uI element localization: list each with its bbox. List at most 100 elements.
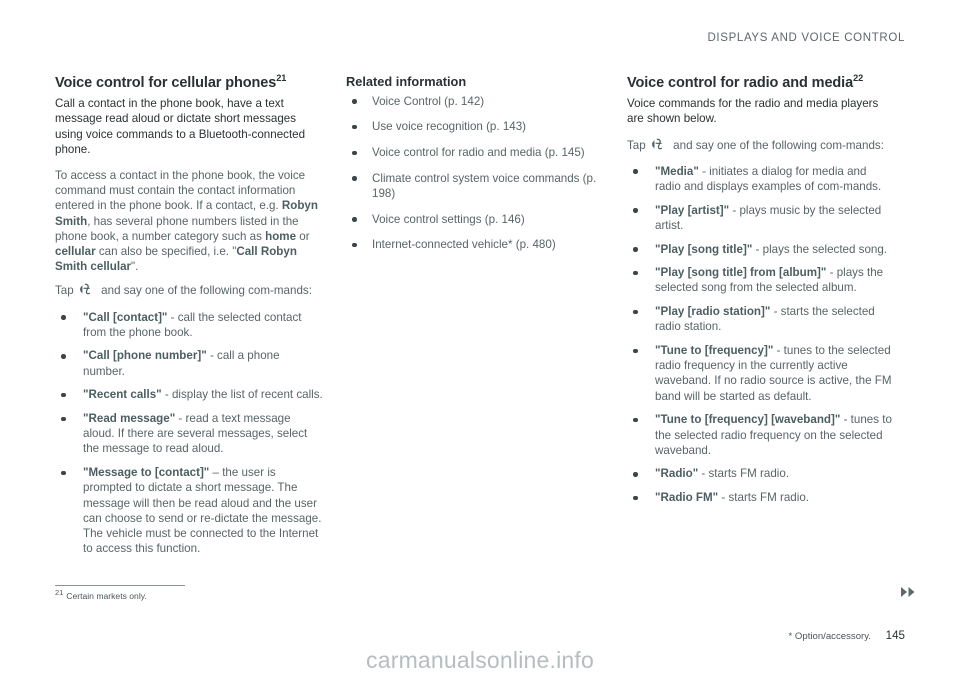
list-item[interactable]: Voice control for radio and media (p. 14… <box>346 145 604 160</box>
col1-body-paragraph: To access a contact in the phone book, t… <box>55 168 323 274</box>
footnote-block: 21 Certain markets only. <box>55 585 325 602</box>
command-label: "Play [song title]" <box>655 242 753 256</box>
command-label: "Tune to [frequency] [waveband]" <box>655 413 841 427</box>
command-description: - starts FM radio. <box>698 467 790 481</box>
command-label: "Media" <box>655 164 699 178</box>
list-item: "Radio" - starts FM radio. <box>627 466 895 481</box>
col3-lead-paragraph: Voice commands for the radio and media p… <box>627 97 879 126</box>
page-footer: * Option/accessory. 145 <box>789 629 906 642</box>
command-description: - plays music by the selected artist. <box>655 203 882 232</box>
list-item: "Call [phone number]" - call a phone num… <box>55 348 323 378</box>
related-information-title: Related information <box>346 74 467 89</box>
command-description: – the user is prompted to dictate a shor… <box>83 466 322 556</box>
list-item: "Play [radio station]" - starts the sele… <box>627 304 895 334</box>
command-label: "Read message" <box>83 412 176 426</box>
command-label: "Play [radio station]" <box>655 305 771 319</box>
related-link[interactable]: Climate control system voice commands (p… <box>372 171 597 200</box>
col1-title-footnote-ref: 21 <box>276 73 287 84</box>
command-label: "Recent calls" <box>83 388 162 402</box>
double-chevron-right-icon[interactable] <box>898 586 918 598</box>
command-description: - tunes to the selected radio frequency … <box>655 344 892 403</box>
contact-name-term: Robyn Smith <box>55 199 318 228</box>
list-item: "Tune to [frequency]" - tunes to the sel… <box>627 343 895 404</box>
col3-title-footnote-ref: 22 <box>853 73 864 84</box>
command-description: - read a text message aloud. If there ar… <box>83 412 308 456</box>
column-related-information: Related information Voice Control (p. 14… <box>346 74 604 565</box>
col1-tap-instruction: Tap and say one of the following com-man… <box>55 283 323 298</box>
list-item[interactable]: Use voice recognition (p. 143) <box>346 119 604 134</box>
col1-tap-suffix: and say one of the following com-mands: <box>101 284 312 298</box>
page-number: 145 <box>885 629 905 642</box>
command-label: "Play [artist]" <box>655 203 730 217</box>
command-label: "Call [contact]" <box>83 310 168 324</box>
related-link[interactable]: Voice control settings (p. 146) <box>372 212 525 226</box>
command-label: "Play [song title] from [album]" <box>655 266 827 280</box>
list-item[interactable]: Internet-connected vehicle* (p. 480) <box>346 237 604 252</box>
list-item: "Read message" - read a text message alo… <box>55 411 323 457</box>
command-description: - plays the selected song from the selec… <box>655 266 884 295</box>
list-item: "Tune to [frequency] [waveband]" - tunes… <box>627 412 895 458</box>
example-command-term: Call Robyn Smith cellular <box>55 244 297 274</box>
command-label: "Radio FM" <box>655 491 719 505</box>
list-item: "Recent calls" - display the list of rec… <box>55 387 323 402</box>
command-label: "Message to [contact]" <box>83 466 210 480</box>
footnote-number: 21 <box>55 588 64 598</box>
list-item: "Play [song title] from [album]" - plays… <box>627 265 895 295</box>
command-label: "Radio" <box>655 467 699 481</box>
related-information-list: Voice Control (p. 142) Use voice recogni… <box>346 94 604 253</box>
related-link[interactable]: Voice control for radio and media (p. 14… <box>372 146 585 160</box>
col3-section-title: Voice control for radio and media22 <box>627 74 895 92</box>
command-description: - tunes to the selected radio frequency … <box>655 413 892 457</box>
command-description: - starts FM radio. <box>718 491 810 505</box>
col1-title-text: Voice control for cellular phones <box>55 75 277 91</box>
list-item[interactable]: Voice control settings (p. 146) <box>346 212 604 227</box>
list-item: "Call [contact]" - call the selected con… <box>55 310 323 340</box>
list-item[interactable]: Climate control system voice commands (p… <box>346 171 604 201</box>
cellular-category-term: cellular <box>55 244 96 258</box>
list-item: "Media" - initiates a dialog for media a… <box>627 164 895 194</box>
list-item: "Radio FM" - starts FM radio. <box>627 490 895 505</box>
related-link[interactable]: Internet-connected vehicle* (p. 480) <box>372 238 556 252</box>
col1-para-part-e: or <box>296 229 310 243</box>
footnote-item: 21 Certain markets only. <box>55 588 325 602</box>
list-item: "Play [song title]" - plays the selected… <box>627 242 895 257</box>
col1-para-part-g: can also be specified, i.e. " <box>95 244 237 258</box>
related-link[interactable]: Use voice recognition (p. 143) <box>372 120 527 134</box>
running-header-title: DISPLAYS AND VOICE CONTROL <box>707 32 905 44</box>
col1-para-part-c: , has several phone numbers listed in th… <box>55 214 299 243</box>
voice-command-icon <box>651 138 668 151</box>
footnote-text: Certain markets only. <box>66 591 147 601</box>
command-label: "Call [phone number]" <box>83 349 207 363</box>
list-item[interactable]: Voice Control (p. 142) <box>346 94 604 109</box>
col1-lead-paragraph: Call a contact in the phone book, have a… <box>55 97 306 156</box>
list-item: "Play [artist]" - plays music by the sel… <box>627 203 895 233</box>
command-description: - display the list of recent calls. <box>161 388 323 402</box>
col1-para-part-a: To access a contact in the phone book, t… <box>55 168 306 213</box>
list-item: "Message to [contact]" – the user is pro… <box>55 465 323 556</box>
col3-tap-instruction: Tap and say one of the following com-man… <box>627 138 895 153</box>
col3-tap-suffix: and say one of the following com-mands: <box>673 138 884 152</box>
col1-section-title: Voice control for cellular phones21 <box>55 74 323 92</box>
col1-para-part-i: ". <box>131 260 139 274</box>
command-description: - call a phone number. <box>83 349 280 378</box>
footnote-divider <box>55 585 185 586</box>
option-accessory-note: * Option/accessory. <box>788 631 871 642</box>
col3-command-list: "Media" - initiates a dialog for media a… <box>627 164 895 506</box>
col3-tap-prefix: Tap <box>627 138 646 152</box>
col1-command-list: "Call [contact]" - call the selected con… <box>55 310 323 557</box>
home-category-term: home <box>265 229 297 243</box>
command-description: - starts the selected radio station. <box>655 305 875 334</box>
site-watermark: carmanualsonline.info <box>366 647 594 673</box>
related-link[interactable]: Voice Control (p. 142) <box>372 94 485 108</box>
command-label: "Tune to [frequency]" <box>655 344 774 358</box>
command-description: - plays the selected song. <box>752 242 888 256</box>
page-columns: Voice control for cellular phones21 Call… <box>55 74 905 565</box>
command-description: - initiates a dialog for media and radio… <box>655 164 882 193</box>
column-cellular-phones: Voice control for cellular phones21 Call… <box>55 74 323 565</box>
voice-command-icon <box>79 283 96 296</box>
column-radio-and-media: Voice control for radio and media22 Voic… <box>627 74 895 565</box>
col1-tap-prefix: Tap <box>55 284 74 298</box>
command-description: - call the selected contact from the pho… <box>83 310 302 339</box>
col3-title-text: Voice control for radio and media <box>627 75 854 91</box>
